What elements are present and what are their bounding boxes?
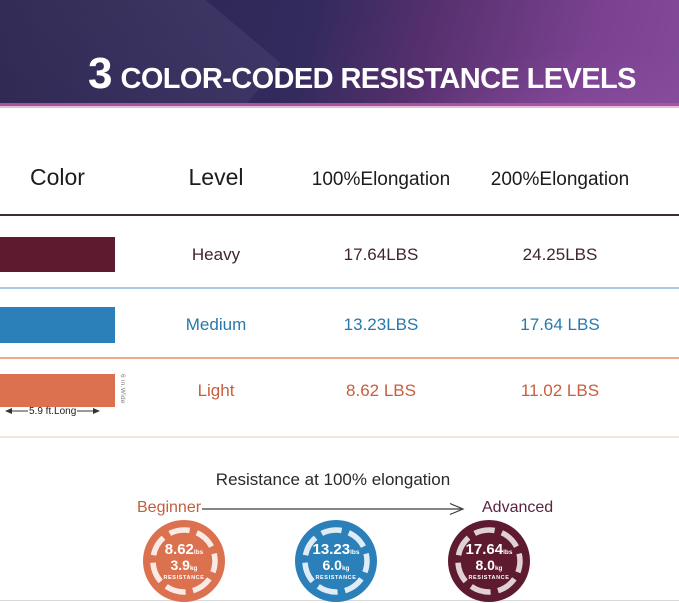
badge-text: 17.64lbs 8.0kg RESISTANCE: [448, 520, 530, 602]
color-swatch-heavy: [0, 237, 115, 272]
beginner-label: Beginner: [137, 499, 202, 516]
level-cell-medium: Medium: [185, 315, 247, 334]
resistance-badge-heavy: 17.64lbs 8.0kg RESISTANCE: [448, 520, 530, 602]
beginner-to-advanced-arrow-icon: [202, 502, 465, 516]
elongation200-cell-heavy: 24.25LBS: [522, 245, 598, 264]
elongation100-cell-heavy: 17.64LBS: [343, 245, 419, 264]
elongation200-cell-light: 11.02 LBS: [520, 381, 600, 400]
table-header-divider: [0, 214, 679, 216]
dimension-arrow-left-icon: [5, 408, 28, 414]
badge-kg-unit: kg: [341, 565, 350, 573]
title-number: 3: [88, 49, 113, 98]
color-swatch-light: [0, 374, 115, 407]
advanced-label: Advanced: [482, 499, 554, 516]
row-divider-blue: [0, 287, 679, 289]
level-cell-heavy: Heavy: [191, 245, 241, 264]
resistance-badge-light: 8.62lbs 3.9kg RESISTANCE: [143, 520, 225, 602]
badge-kg-value: 8.0: [475, 557, 495, 574]
column-header-color: Color: [30, 164, 85, 190]
badge-circle-icon: [143, 520, 225, 602]
badge-circle-icon: [448, 520, 530, 602]
header-underline-light: [0, 106, 679, 108]
resistance-badge-medium: 13.23lbs 6.0kg RESISTANCE: [295, 520, 377, 602]
band-length-annotation: 5.9 ft.Long: [4, 404, 120, 418]
badge-lbs-unit: lbs: [503, 548, 513, 556]
level-cell-light: Light: [197, 381, 235, 400]
badge-circle-icon: [295, 520, 377, 602]
elongation100-cell-medium: 13.23LBS: [343, 315, 419, 334]
row-divider-faint: [0, 436, 679, 438]
badge-lbs-value: 17.64: [465, 540, 504, 558]
column-header-level: Level: [188, 164, 244, 190]
elongation100-cell-light: 8.62 LBS: [346, 381, 416, 400]
badge-kg-value: 6.0: [322, 557, 342, 574]
elongation200-cell-medium: 17.64 LBS: [520, 315, 600, 334]
column-header-100-elongation: 100%Elongation: [311, 169, 451, 190]
band-width-label: 6 in.Wide: [119, 374, 126, 404]
band-length-label: 5.9 ft.Long: [29, 405, 77, 417]
badge-lbs-unit: lbs: [350, 548, 360, 556]
color-swatch-medium: [0, 307, 115, 343]
badge-kg-value: 3.9: [170, 557, 190, 574]
badge-text: 13.23lbs 6.0kg RESISTANCE: [295, 520, 377, 602]
badge-lbs-unit: lbs: [193, 548, 204, 556]
badge-caption: RESISTANCE: [315, 575, 357, 582]
column-header-200-elongation: 200%Elongation: [490, 169, 630, 190]
header-underline-pink: [0, 103, 679, 106]
page-title: 3 COLOR-CODED RESISTANCE LEVELS: [88, 52, 636, 96]
badge-lbs-value: 13.23: [312, 540, 351, 558]
badge-caption: RESISTANCE: [163, 575, 205, 582]
badge-lbs-value: 8.62: [164, 540, 194, 558]
badge-kg-unit: kg: [189, 565, 198, 573]
dimension-arrow-right-icon: [77, 408, 101, 414]
scale-title: Resistance at 100% elongation: [215, 470, 451, 489]
row-divider-salmon: [0, 357, 679, 359]
header-banner: 3 COLOR-CODED RESISTANCE LEVELS: [0, 0, 679, 103]
badge-text: 8.62lbs 3.9kg RESISTANCE: [143, 520, 225, 602]
title-text: COLOR-CODED RESISTANCE LEVELS: [120, 63, 636, 95]
badge-kg-unit: kg: [494, 565, 503, 573]
badge-caption: RESISTANCE: [468, 575, 510, 582]
